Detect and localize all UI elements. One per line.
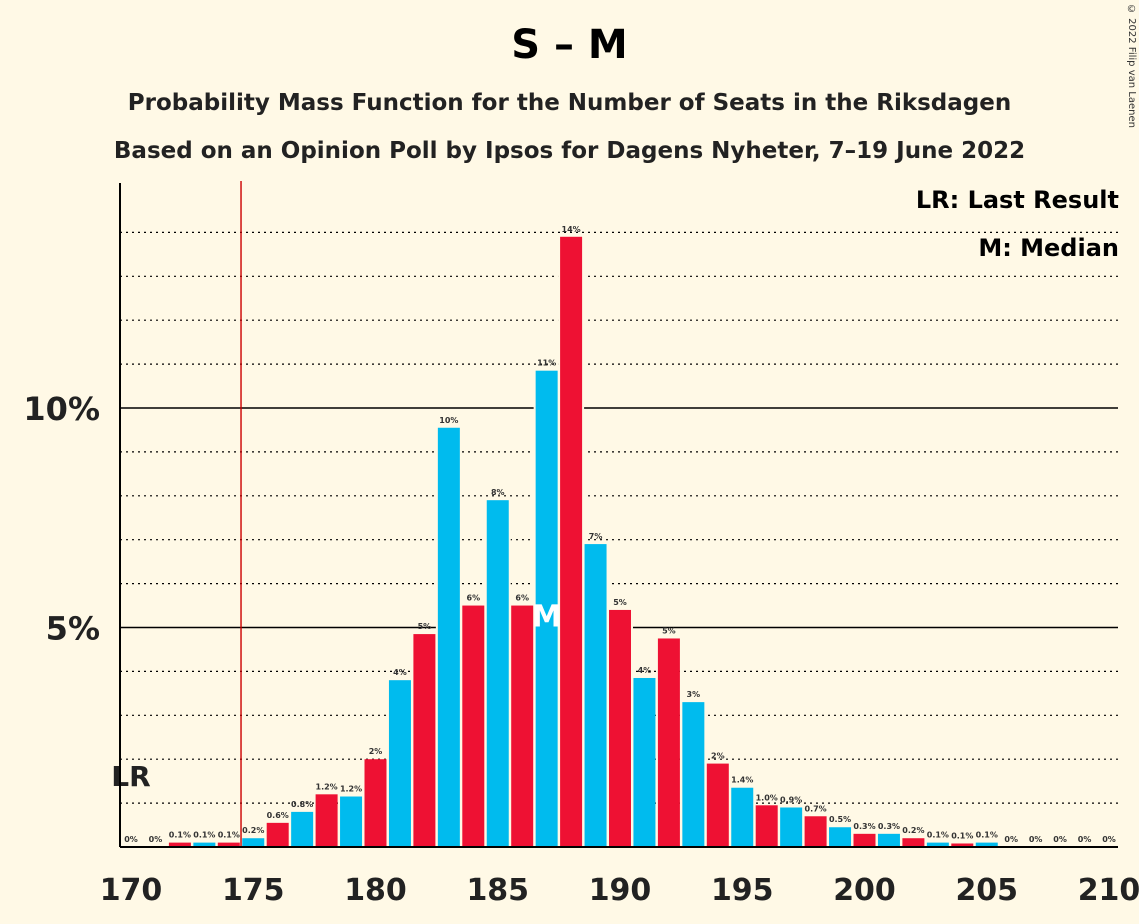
value-label: 0.1%: [193, 831, 215, 840]
chart-title: S – M: [511, 22, 628, 68]
bar-180: [364, 759, 387, 847]
x-tick-label: 205: [955, 873, 1018, 908]
value-label: 8%: [491, 488, 505, 497]
value-label: 0%: [1053, 835, 1067, 844]
last-result-label: LR: [111, 760, 150, 793]
bar-181: [388, 680, 411, 847]
x-tick-label: 210: [1078, 873, 1139, 908]
bar-172: [168, 842, 191, 847]
bar-174: [217, 842, 240, 847]
value-label: 0%: [1004, 835, 1018, 844]
value-label: 0.7%: [805, 804, 827, 813]
value-label: 0.3%: [878, 822, 900, 831]
value-label: 0.1%: [976, 831, 998, 840]
bar-front-184: [462, 605, 485, 847]
bar-front-185: [486, 500, 509, 847]
bar-front-190: [609, 609, 631, 847]
value-label: 0.9%: [780, 795, 802, 804]
value-label: 0.5%: [829, 815, 851, 824]
value-label: 1.0%: [756, 793, 778, 802]
value-label: 4%: [393, 668, 407, 677]
bar-front-186: [511, 605, 534, 847]
value-label: 0%: [1078, 835, 1092, 844]
copyright-notice: © 2022 Filip van Laenen: [1126, 4, 1137, 128]
value-label: 6%: [515, 594, 529, 603]
value-label: 0%: [124, 835, 138, 844]
bar-193: [682, 702, 705, 847]
bar-176: [266, 822, 289, 847]
bar-192: [657, 638, 680, 847]
x-tick-label: 185: [466, 873, 529, 908]
value-label: 14%: [562, 225, 581, 234]
bar-front-189: [584, 544, 607, 847]
bar-179: [340, 796, 363, 847]
value-label: 10%: [439, 416, 458, 425]
value-label: 0.1%: [927, 831, 949, 840]
y-tick-label: 10%: [23, 390, 100, 428]
bar-198: [804, 816, 827, 847]
bar-204: [951, 843, 974, 847]
median-marker: M: [532, 600, 562, 635]
value-label: 0.1%: [169, 831, 191, 840]
bar-201: [877, 833, 900, 847]
y-tick-label: 5%: [46, 610, 100, 648]
x-tick-label: 190: [589, 873, 652, 908]
chart-subtitle: Probability Mass Function for the Number…: [127, 90, 1012, 116]
bar-196: [755, 805, 778, 847]
value-label: 6%: [467, 594, 481, 603]
bar-194: [706, 763, 729, 847]
bar-197: [780, 807, 803, 847]
x-tick-label: 170: [100, 873, 163, 908]
bar-191: [633, 677, 656, 847]
bar-178: [315, 794, 338, 847]
value-label: 2%: [711, 752, 725, 761]
value-label: 1.2%: [316, 782, 338, 791]
x-tick-label: 175: [222, 873, 285, 908]
value-label: 0.8%: [291, 800, 313, 809]
legend-median: M: Median: [978, 234, 1119, 262]
bar-203: [926, 842, 949, 847]
value-label: 11%: [537, 359, 556, 368]
bar-195: [731, 787, 754, 847]
value-label: 4%: [638, 666, 652, 675]
bar-front-187: [535, 370, 558, 847]
value-label: 1.4%: [731, 776, 753, 785]
value-label: 0.2%: [902, 826, 924, 835]
bar-175: [242, 838, 265, 847]
legend-last-result: LR: Last Result: [915, 186, 1119, 214]
bar-front-183: [437, 427, 460, 847]
bar-205: [975, 842, 998, 847]
value-label: 5%: [418, 622, 432, 631]
value-label: 0.3%: [853, 822, 875, 831]
value-label: 0.1%: [951, 831, 973, 840]
x-tick-label: 180: [344, 873, 407, 908]
bar-200: [853, 833, 876, 847]
value-label: 0.2%: [242, 826, 264, 835]
bar-front-188: [560, 236, 583, 848]
value-label: 1.2%: [340, 785, 362, 794]
value-label: 0%: [1102, 835, 1116, 844]
value-label: 0%: [149, 835, 163, 844]
value-label: 0%: [1029, 835, 1043, 844]
value-label: 0.1%: [218, 831, 240, 840]
value-label: 3%: [687, 690, 701, 699]
value-label: 7%: [589, 532, 603, 541]
value-label: 5%: [662, 626, 676, 635]
x-tick-label: 200: [833, 873, 896, 908]
chart-subtitle-poll: Based on an Opinion Poll by Ipsos for Da…: [113, 138, 1026, 164]
bar-202: [902, 838, 925, 847]
value-label: 2%: [369, 747, 383, 756]
bar-173: [193, 842, 216, 847]
bar-182: [413, 634, 436, 847]
x-tick-label: 195: [711, 873, 774, 908]
bar-177: [291, 811, 314, 847]
value-label: 5%: [613, 598, 627, 607]
value-label: 0.6%: [267, 811, 289, 820]
bar-199: [829, 827, 852, 847]
